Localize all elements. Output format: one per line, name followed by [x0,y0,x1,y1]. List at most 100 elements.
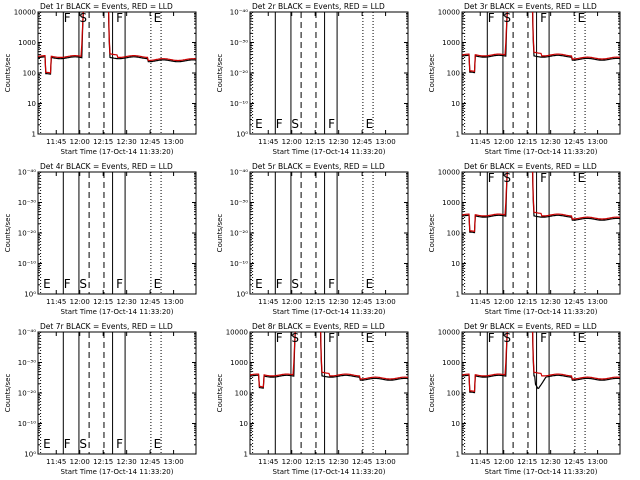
x-tick-label: 12:15 [517,138,537,146]
x-tick-label: 12:00 [494,458,514,466]
y-tick-label: 10⁻³⁰ [18,359,36,367]
y-tick-label: 1000 [230,359,248,367]
plot-frame [461,331,621,455]
segment-marker: F [64,11,71,25]
y-tick-label: 100 [447,230,460,238]
segment-marker: S [503,11,511,25]
segment-marker: S [503,331,511,345]
y-tick-label: 100 [235,390,248,398]
y-axis-label: Counts/sec [216,374,224,413]
x-tick-label: 11:45 [46,458,66,466]
plot-frame [249,11,409,135]
segment-marker: F [328,331,335,345]
segment-marker: F [328,117,335,131]
x-tick-label: 12:15 [517,298,537,306]
x-tick-label: 12:00 [282,298,302,306]
segment-marker: S [291,331,299,345]
x-tick-label: 13:00 [587,458,607,466]
chart-title: Det 6r BLACK = Events, RED = LLD [464,162,597,171]
segment-marker: F [276,331,283,345]
y-tick-label: 10 [451,420,460,428]
y-tick-label: 10000 [438,169,460,177]
x-axis-label: Start Time (17-Oct-14 11:33:20) [273,468,386,476]
x-tick-label: 12:15 [517,458,537,466]
y-tick-label: 10⁻³⁰ [230,199,248,207]
segment-marker: E [154,277,162,291]
segment-marker: F [488,331,495,345]
y-tick-label: 10⁻²⁰ [18,230,36,238]
x-tick-label: 12:00 [494,298,514,306]
chart-title: Det 7r BLACK = Events, RED = LLD [40,322,173,331]
segment-marker: E [255,277,263,291]
x-axis-label: Start Time (17-Oct-14 11:33:20) [61,468,174,476]
x-tick-label: 12:30 [117,138,137,146]
segment-marker: S [503,171,511,185]
segment-marker: S [291,117,299,131]
segment-marker: E [578,171,586,185]
x-tick-label: 12:15 [305,138,325,146]
y-axis-label: Counts/sec [216,214,224,253]
segment-marker: F [540,11,547,25]
y-tick-label: 1 [244,451,248,459]
x-axis-label: Start Time (17-Oct-14 11:33:20) [273,148,386,156]
chart-title: Det 8r BLACK = Events, RED = LLD [252,322,385,331]
segment-marker: E [43,437,51,451]
y-tick-label: 10⁻⁴⁰ [230,9,248,17]
x-tick-label: 12:45 [140,138,160,146]
x-tick-label: 13:00 [375,458,395,466]
y-axis-label: Counts/sec [4,214,12,253]
plot-frame [249,171,409,295]
y-tick-label: 10⁻⁴⁰ [18,169,36,177]
segment-marker: F [540,171,547,185]
y-tick-label: 10⁰ [24,291,36,299]
x-tick-label: 12:30 [329,138,349,146]
y-tick-label: 10 [451,260,460,268]
segment-marker: F [276,277,283,291]
plot-frame [461,11,621,135]
segment-marker: F [116,277,123,291]
y-tick-label: 10⁻²⁰ [230,70,248,78]
x-tick-label: 13:00 [163,138,183,146]
x-tick-label: 11:45 [470,458,490,466]
y-tick-label: 10 [239,420,248,428]
x-tick-label: 11:45 [46,138,66,146]
y-tick-label: 10 [27,100,36,108]
lld-line [250,332,408,388]
y-tick-label: 1 [456,291,460,299]
segment-marker: E [366,277,374,291]
x-tick-label: 13:00 [587,138,607,146]
y-tick-label: 10⁰ [236,291,248,299]
y-tick-label: 10000 [226,329,248,337]
x-tick-label: 12:15 [93,298,113,306]
y-axis-label: Counts/sec [4,54,12,93]
chart-panel-6: Det 6r BLACK = Events, RED = LLD Counts/s… [428,162,621,316]
y-tick-label: 10⁻¹⁰ [18,260,36,268]
chart-panel-5: Det 5r BLACK = Events, RED = LLD Counts/s… [216,162,409,316]
y-tick-label: 10⁰ [24,451,36,459]
events-line [250,332,408,389]
y-axis-label: Counts/sec [216,54,224,93]
plot-frame [37,331,197,455]
x-tick-label: 12:30 [117,458,137,466]
y-tick-label: 10⁻¹⁰ [18,420,36,428]
segment-marker: E [366,117,374,131]
chart-panel-3: Det 3r BLACK = Events, RED = LLD Counts/s… [428,2,621,156]
lld-line [462,172,620,233]
segment-marker: S [291,277,299,291]
x-tick-label: 12:45 [352,298,372,306]
x-tick-label: 13:00 [587,298,607,306]
y-tick-label: 10⁰ [236,131,248,139]
segment-marker: F [64,277,71,291]
x-tick-label: 12:00 [282,138,302,146]
x-tick-label: 12:00 [282,458,302,466]
x-tick-label: 12:30 [541,298,561,306]
x-tick-label: 12:45 [140,298,160,306]
chart-title: Det 4r BLACK = Events, RED = LLD [40,162,173,171]
segment-marker: E [578,11,586,25]
y-tick-label: 10⁻³⁰ [230,39,248,47]
x-tick-label: 12:15 [305,458,325,466]
x-axis-label: Start Time (17-Oct-14 11:33:20) [61,148,174,156]
